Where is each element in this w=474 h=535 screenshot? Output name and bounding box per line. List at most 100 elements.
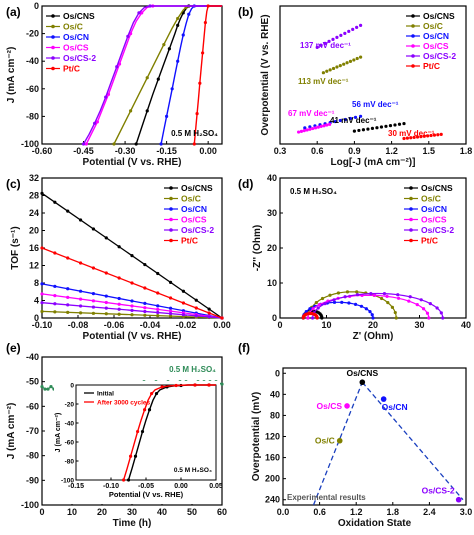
nyquist-arc [307, 294, 430, 319]
nyquist-marker [390, 305, 395, 309]
tafel-point [338, 118, 342, 123]
tof-marker [53, 200, 57, 204]
stability-marker [49, 385, 53, 389]
tafel-point [405, 136, 409, 140]
legend-label: Os/CS-2 [421, 225, 454, 235]
tof-marker [156, 291, 160, 295]
y-tick-label: 20 [29, 226, 39, 236]
tof-marker [130, 304, 134, 308]
x-axis-label: Log[-J (mA cm⁻²)] [331, 157, 416, 168]
inset-marker [133, 454, 138, 458]
lsv-curve [85, 5, 222, 145]
y-axis-label: TOF (s⁻¹) [10, 226, 21, 269]
inset-marker [147, 408, 152, 412]
tafel-point [343, 117, 347, 122]
inset-marker [122, 478, 126, 482]
tafel-point [321, 71, 325, 75]
legend-marker [411, 14, 415, 18]
lsv-marker [181, 33, 185, 37]
tafel-point [311, 126, 315, 131]
x-tick-label: 0.3 [274, 146, 287, 156]
x-tick-label: 20 [97, 507, 107, 517]
x-tick-label: 3.0 [460, 507, 473, 517]
inset-x-tick-label: -0.10 [103, 483, 119, 490]
tof-marker [53, 310, 57, 314]
volcano-point-label: Os/CS [317, 401, 343, 411]
tafel-point [315, 45, 319, 50]
tof-marker [156, 314, 160, 318]
volcano-point [336, 437, 343, 444]
legend-marker [411, 34, 415, 38]
nyquist-marker [408, 295, 412, 299]
panel-letter: (a) [6, 5, 21, 19]
lsv-marker [145, 109, 149, 113]
tafel-point [393, 123, 397, 127]
tof-marker [78, 311, 83, 315]
y-axis-label: J (mA cm⁻²) [6, 403, 17, 460]
nyquist-marker [355, 293, 360, 297]
tafel-point [339, 33, 343, 37]
lsv-marker [156, 77, 160, 81]
tafel-point [439, 132, 443, 136]
tafel-point [322, 124, 326, 128]
lsv-marker [195, 112, 199, 116]
tafel-point [415, 135, 420, 139]
tof-marker [78, 261, 83, 265]
lsv-marker [176, 59, 180, 63]
nyquist-marker [370, 313, 374, 317]
x-tick-label: 1.2 [350, 507, 363, 517]
x-tick-label: 30 [414, 320, 424, 330]
legend-label: Os/CNS [181, 183, 213, 193]
legend-label: Os/C [181, 194, 201, 204]
lsv-marker [81, 142, 86, 146]
y-tick-label: -40 [26, 352, 39, 362]
y-tick-label: 40 [270, 389, 280, 399]
legend-label: Os/CS-2 [181, 225, 214, 235]
legend-label: Pt/C [423, 61, 440, 71]
nyquist-marker [371, 316, 375, 320]
inset-y-tick-label: -40 [65, 421, 75, 428]
lsv-marker [104, 95, 108, 99]
x-tick-label: -0.06 [104, 320, 125, 330]
tafel-point [325, 123, 329, 127]
y-tick-label: -20 [26, 29, 39, 39]
tafel-point [359, 114, 363, 118]
tof-marker [91, 292, 96, 296]
y-tick-label: 4 [34, 296, 39, 306]
y-tick-label: -80 [26, 111, 39, 121]
legend-label: Os/CS [421, 215, 447, 225]
legend-label: Os/CN [423, 31, 449, 41]
volcano-point [344, 403, 350, 409]
nyquist-marker [419, 298, 423, 302]
y-tick-label: 0 [272, 313, 277, 323]
nyquist-marker [386, 300, 390, 305]
y-axis-label: -Z'' (Ohm) [252, 225, 263, 271]
lsv-marker [203, 20, 207, 25]
legend-marker [51, 66, 55, 71]
tafel-point [422, 134, 426, 138]
tof-marker [168, 306, 173, 310]
inset-x-tick-label: -0.05 [138, 483, 154, 490]
x-tick-label: -0.15 [156, 146, 177, 156]
tafel-point [436, 133, 440, 137]
plot-frame [279, 5, 467, 145]
tof-marker [117, 312, 121, 316]
tafel-point [303, 126, 307, 130]
lsv-marker [115, 65, 119, 69]
tof-marker [194, 298, 198, 302]
nyquist-marker [385, 294, 389, 298]
y-tick-label: 80 [270, 410, 280, 420]
x-tick-label: 40 [157, 507, 167, 517]
lsv-curve [135, 5, 222, 145]
tafel-point [343, 31, 347, 35]
tof-marker [53, 302, 57, 306]
x-tick-label: 1.2 [385, 146, 398, 156]
nyquist-arc [307, 291, 397, 319]
tof-marker [117, 307, 121, 311]
nyquist-marker [316, 306, 320, 310]
y-tick-label: 32 [29, 173, 39, 183]
legend-marker [409, 238, 413, 243]
inset-marker [136, 429, 140, 434]
nyquist-marker [314, 300, 318, 305]
inset-x-tick-label: 0.05 [209, 483, 223, 490]
